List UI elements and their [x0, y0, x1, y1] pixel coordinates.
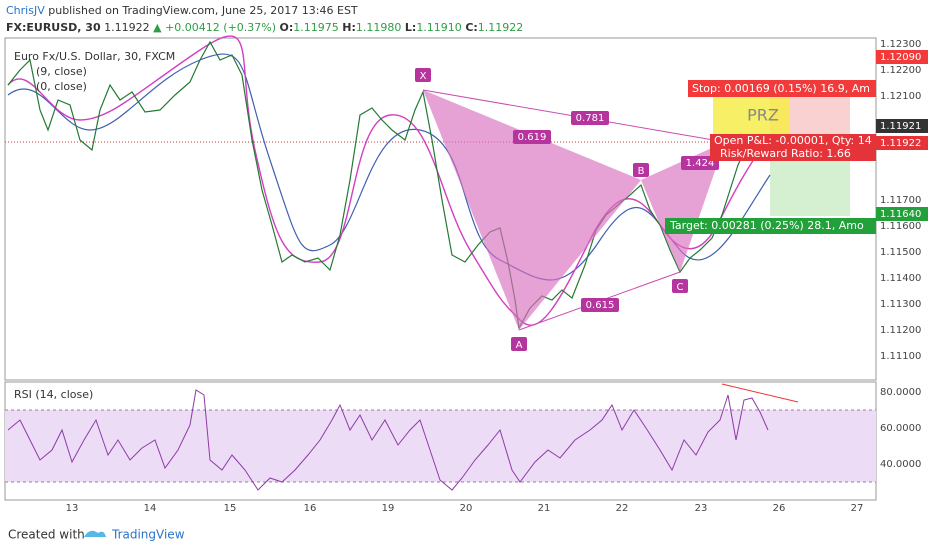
close-label: C: [465, 21, 477, 34]
ratio-label: 1.424 [686, 158, 715, 169]
price-tick-label: 1.12200 [880, 65, 921, 76]
pattern-xab [423, 90, 641, 330]
point-b-label: B [638, 166, 645, 177]
price-tick-label: 1.11200 [880, 325, 921, 336]
price-series [7, 40, 753, 330]
point-x [415, 68, 431, 82]
open: 1.11975 [293, 21, 339, 34]
ratio-label: 0.619 [518, 132, 547, 143]
time-tick-label: 21 [538, 503, 551, 514]
price-tick-label: 1.11500 [880, 247, 921, 258]
risk-reward: Risk/Reward Ratio: 1.66 [720, 147, 851, 160]
point-b [633, 163, 649, 177]
price-badge-label: 1.11640 [880, 209, 921, 220]
ratio-box [513, 130, 551, 144]
price-tick-label: 1.11600 [880, 221, 921, 232]
time-tick-label: 16 [304, 503, 317, 514]
high: 1.11980 [356, 21, 402, 34]
point-a-label: A [516, 340, 523, 351]
point-c-label: C [677, 282, 684, 293]
low: 1.11910 [416, 21, 462, 34]
rsi-line [7, 389, 769, 491]
price-tick-label: 1.11100 [880, 351, 921, 362]
ratio-label: 0.781 [576, 113, 605, 124]
price-tick-label: 1.11400 [880, 273, 921, 284]
time-tick-label: 27 [851, 503, 864, 514]
high-label: H: [342, 21, 356, 34]
rsi-divergence [721, 383, 799, 403]
close: 1.11922 [478, 21, 524, 34]
ratio-label: 0.615 [586, 300, 615, 311]
price-badge-label: 1.11922 [880, 138, 921, 149]
point-c [672, 279, 688, 293]
price-tick-label: 1.11700 [880, 195, 921, 206]
time-tick-label: 22 [616, 503, 629, 514]
author[interactable]: ChrisJV [6, 4, 45, 17]
price-badge [876, 207, 928, 221]
rsi-tick-label: 40.0000 [880, 459, 921, 470]
stop-label: Stop: 0.00169 (0.15%) 16.9, Am [692, 82, 870, 95]
time-tick-label: 23 [695, 503, 708, 514]
rsi-band [5, 410, 876, 482]
time-tick-label: 26 [773, 503, 786, 514]
target-box [665, 218, 876, 234]
ratio-box [581, 298, 619, 312]
ma-slow [7, 53, 771, 281]
price-tick-label: 1.12100 [880, 91, 921, 102]
pnl-box [710, 134, 876, 161]
prz-label: PRZ [747, 106, 779, 125]
stop-box [688, 80, 876, 97]
change: ▲ +0.00412 (+0.37%) [153, 21, 276, 34]
time-tick-label: 13 [66, 503, 79, 514]
point-x-label: X [420, 71, 427, 82]
price-badge-label: 1.12090 [880, 52, 921, 63]
price-badge [876, 136, 928, 150]
price-badge [876, 119, 928, 133]
rsi-tick-label: 60.0000 [880, 423, 921, 434]
symbol: FX:EURUSD, 30 [6, 21, 101, 34]
time-tick-label: 19 [382, 503, 395, 514]
rsi-tick-label: 80.0000 [880, 387, 921, 398]
time-tick-label: 20 [460, 503, 473, 514]
low-label: L: [405, 21, 416, 34]
open-label: O: [280, 21, 294, 34]
time-tick-label: 15 [224, 503, 237, 514]
ratio-box [571, 111, 609, 125]
brand-logo [84, 530, 106, 537]
time-tick-label: 14 [144, 503, 157, 514]
last: 1.11922 [104, 21, 150, 34]
rsi-title: RSI (14, close) [14, 388, 93, 401]
price-badge [876, 50, 928, 64]
ma-fast-legend: (9, close) [36, 65, 87, 78]
footer-brand[interactable]: TradingView [111, 528, 185, 542]
price-tick-label: 1.12300 [880, 39, 921, 50]
point-a [511, 337, 527, 351]
price-tick-label: 1.11300 [880, 299, 921, 310]
published: published on TradingView.com, June 25, 2… [48, 4, 358, 17]
ma-slow-legend: (0, close) [36, 80, 87, 93]
target-label: Target: 0.00281 (0.25%) 28.1, Amo [669, 219, 864, 232]
quote: FX:EURUSD, 30 1.11922 ▲ +0.00412 (+0.37%… [6, 21, 523, 34]
pattern-bcd [641, 142, 725, 272]
price-badge-label: 1.11921 [880, 121, 921, 132]
open-pnl: Open P&L: -0.00001, Qty: 14 [714, 134, 872, 147]
instrument: Euro Fx/U.S. Dollar, 30, FXCM [14, 50, 175, 63]
footer-created: Created with [8, 528, 85, 542]
ratio-box [681, 156, 719, 170]
header: ChrisJV published on TradingView.com, Ju… [6, 4, 358, 17]
